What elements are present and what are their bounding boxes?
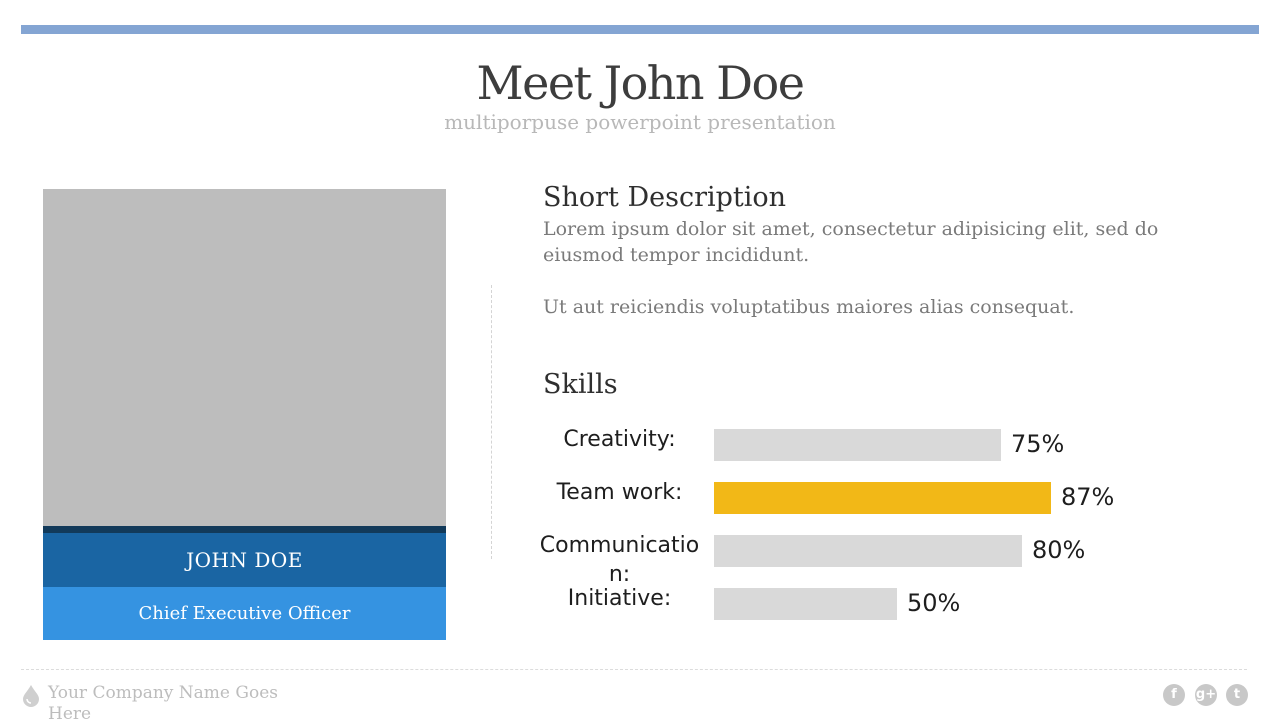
skill-label: Communication: (539, 533, 700, 587)
description-heading: Short Description (543, 182, 787, 213)
skill-percentage: 75% (1011, 430, 1065, 458)
footer-divider (21, 669, 1247, 670)
description-paragraph-1: Lorem ipsum dolor sit amet, consectetur … (543, 218, 1159, 266)
twitter-icon[interactable]: t (1226, 684, 1248, 706)
name-box-top-strip (43, 526, 446, 533)
skill-label: Initiative: (567, 586, 672, 611)
skill-percentage: 87% (1061, 483, 1115, 511)
skills-heading: Skills (543, 369, 618, 400)
skill-label: Creativity: (563, 427, 676, 452)
slide-subtitle: multiporpuse powerpoint presentation (444, 110, 836, 134)
drop-icon (21, 684, 41, 712)
facebook-icon[interactable]: f (1163, 684, 1185, 706)
skill-bar (714, 535, 1022, 567)
google-plus-icon[interactable]: g+ (1195, 684, 1217, 706)
profile-photo-placeholder[interactable] (43, 189, 446, 526)
profile-name: JOHN DOE (43, 533, 446, 587)
skill-bar (714, 429, 1001, 461)
description-paragraph-2: Ut aut reiciendis voluptatibus maiores a… (543, 296, 1075, 318)
slide-title: Meet John Doe (476, 56, 805, 110)
skill-bar (714, 588, 897, 620)
skill-percentage: 80% (1032, 536, 1086, 564)
footer-company-name: Your Company Name Goes Here (48, 683, 278, 724)
profile-role: Chief Executive Officer (43, 587, 446, 640)
vertical-divider (491, 285, 492, 559)
skill-percentage: 50% (907, 589, 961, 617)
skill-label: Team work: (556, 480, 683, 505)
skill-bar (714, 482, 1051, 514)
top-accent-bar (21, 25, 1259, 34)
